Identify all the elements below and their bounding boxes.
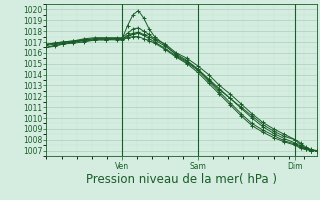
X-axis label: Pression niveau de la mer( hPa ): Pression niveau de la mer( hPa ) <box>86 173 277 186</box>
